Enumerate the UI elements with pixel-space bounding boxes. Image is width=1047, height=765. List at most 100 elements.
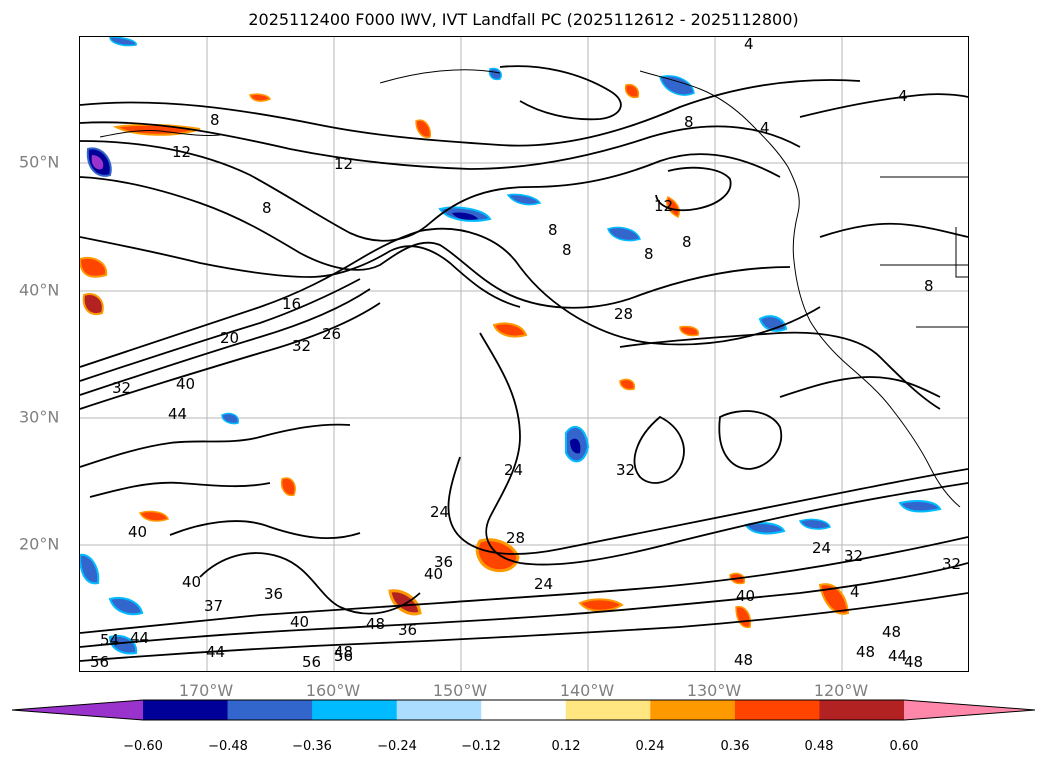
patch-orange (249, 93, 272, 102)
contour-label: 48 (734, 651, 753, 669)
colorbar-tick: 0.60 (889, 739, 919, 754)
contour-line (199, 552, 421, 615)
contour-line (479, 332, 968, 566)
contour-line (779, 376, 941, 398)
colorbar-segment (143, 700, 229, 720)
colorbar-segments (12, 700, 1035, 720)
lon-label-130w: 130°W (686, 681, 742, 700)
contour-line (80, 302, 381, 410)
contour-label: 24 (812, 539, 831, 557)
contour-label: 32 (844, 547, 863, 565)
patch-blue (488, 67, 502, 81)
contour-line (89, 481, 271, 498)
colorbar-tick: 0.36 (720, 739, 750, 754)
contour-label: 8 (548, 221, 558, 239)
patch-orange (388, 589, 422, 616)
patch-blue (798, 518, 831, 530)
contour-label: 4 (760, 119, 770, 137)
colorbar-tick: 0.12 (551, 739, 581, 754)
contour-label: 32 (292, 337, 311, 355)
contour-line (655, 166, 732, 212)
contour-line (447, 456, 968, 555)
colorbar-segment (565, 700, 651, 720)
contour-label: 16 (282, 295, 301, 313)
contour-label: 24 (534, 575, 553, 593)
coastline (99, 69, 968, 508)
patch-blue (108, 635, 138, 655)
colorbar-extend-left (12, 700, 143, 720)
lat-label-40n: 40°N (19, 280, 60, 300)
contour-label: 54 (100, 631, 119, 649)
colorbar-segment (819, 700, 905, 720)
contour-label: 24 (504, 461, 523, 479)
patch-orange (619, 378, 636, 391)
patch-blue (744, 522, 786, 535)
contour-line (633, 415, 685, 484)
patch-blue (570, 438, 581, 454)
border-line (955, 227, 968, 278)
contour-label: 40 (128, 523, 147, 541)
patch-blue (506, 193, 542, 206)
anomaly-patches (80, 37, 942, 655)
contour-label: 32 (942, 555, 961, 573)
contour-label: 4 (850, 583, 860, 601)
lat-label-30n: 30°N (19, 407, 60, 427)
patch-purple (91, 155, 104, 170)
patch-orange (624, 83, 640, 99)
patch-blue (607, 226, 642, 242)
lon-label-150w: 150°W (432, 681, 488, 700)
gridlines (80, 37, 968, 671)
contour-label: 48 (366, 615, 385, 633)
colorbar-segment (227, 700, 313, 720)
colorbar-tick: −0.12 (461, 739, 501, 754)
contour-label: 40 (182, 573, 201, 591)
iwv-contours (80, 65, 968, 662)
contour-label: 32 (616, 461, 635, 479)
colorbar-outline (11, 699, 1036, 721)
patch-orange (415, 119, 432, 139)
colorbar-segment (650, 700, 736, 720)
colorbar-segment (734, 700, 820, 720)
contour-line (80, 423, 351, 468)
patch-blue (108, 597, 144, 616)
patch-blue (80, 553, 100, 585)
contour-label: 56 (302, 653, 321, 671)
contour-label: 36 (398, 621, 417, 639)
patch-blue (898, 500, 942, 513)
patch-blue (452, 212, 478, 220)
colorbar-tick: −0.24 (377, 739, 417, 754)
patch-blue (109, 37, 137, 47)
contour-label: 56 (90, 653, 109, 671)
patch-orange (735, 605, 752, 629)
colorbar-tick: −0.36 (292, 739, 332, 754)
contour-label: 40 (290, 613, 309, 631)
coast-line (379, 69, 501, 84)
contour-line (80, 592, 968, 662)
contour-label: 24 (430, 503, 449, 521)
contour-label: 44 (168, 405, 187, 423)
patch-orange (82, 293, 104, 315)
contour-label: 40 (176, 375, 195, 393)
contour-label: 20 (220, 329, 239, 347)
contour-line (80, 140, 781, 242)
colorbar-segment (312, 700, 398, 720)
patch-orange (138, 510, 169, 522)
contour-label: 32 (112, 379, 131, 397)
coast-line (99, 130, 221, 138)
contour-label: 44 (206, 643, 225, 661)
patch-orange (112, 123, 201, 136)
patch-orange (475, 538, 520, 573)
contour-line (499, 65, 622, 121)
contour-label: 26 (322, 325, 341, 343)
contour-label: 48 (904, 653, 923, 671)
contour-label: 12 (654, 197, 673, 215)
contour-label: 4 (744, 37, 754, 53)
lat-label-50n: 50°N (19, 152, 60, 172)
contour-label: 36 (434, 553, 453, 571)
patch-orange (818, 583, 850, 615)
contour-line (80, 121, 801, 170)
patch-orange (492, 322, 528, 338)
contour-line (80, 236, 521, 308)
contour-label: 12 (172, 143, 191, 161)
lon-label-140w: 140°W (559, 681, 615, 700)
